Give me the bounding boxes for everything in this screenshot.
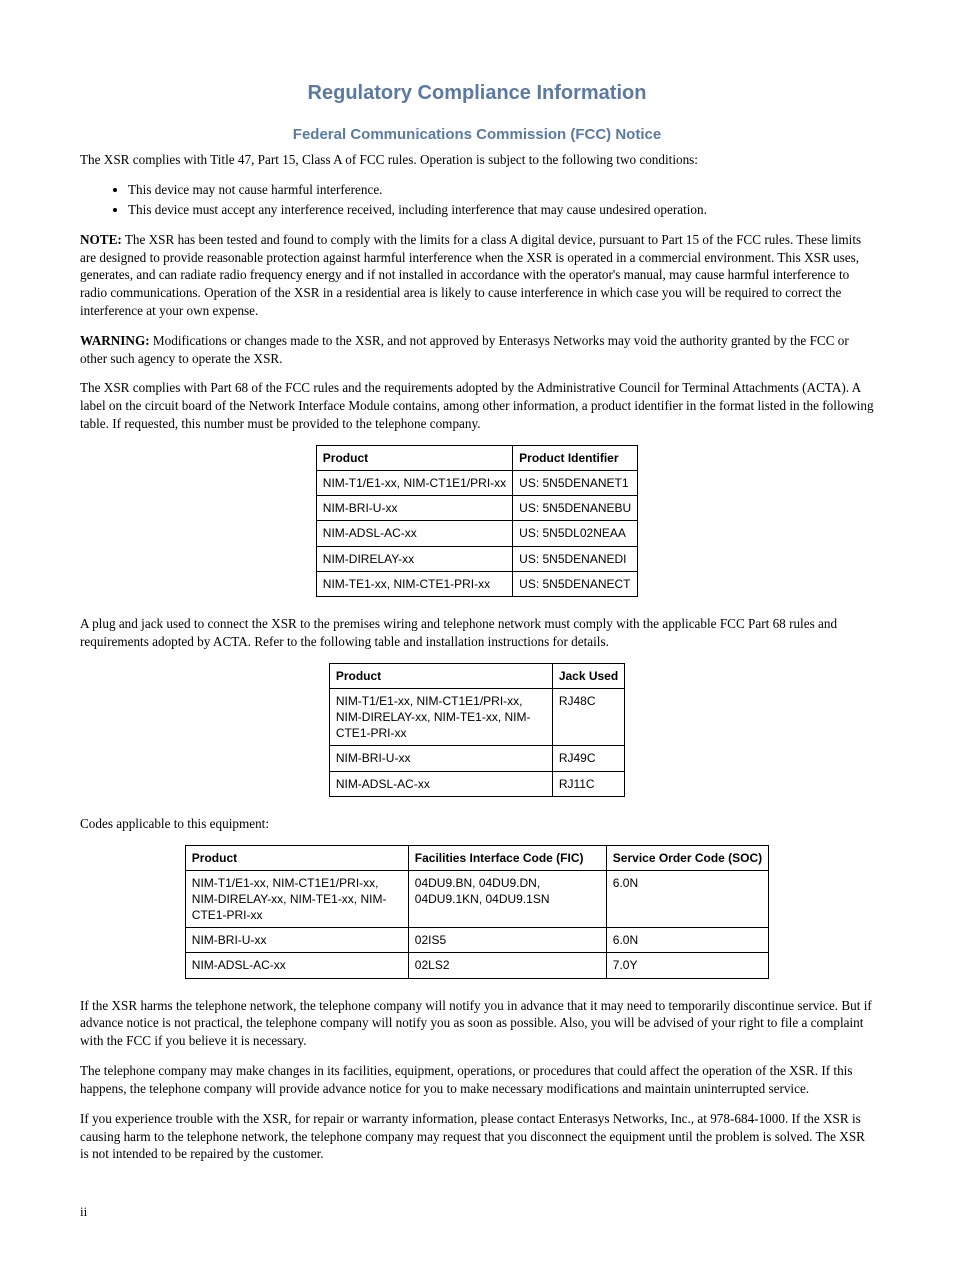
table-row: NIM-DIRELAY-xxUS: 5N5DENANEDI (316, 546, 637, 571)
list-item: This device may not cause harmful interf… (128, 181, 874, 199)
table-header: Service Order Code (SOC) (606, 845, 768, 870)
table-header-row: Product Product Identifier (316, 445, 637, 470)
table-header-row: Product Jack Used (329, 663, 624, 688)
table-header: Product (185, 845, 408, 870)
warning-body: Modifications or changes made to the XSR… (80, 333, 849, 366)
table-row: NIM-ADSL-AC-xx02LS27.0Y (185, 953, 768, 978)
table-row: NIM-BRI-U-xx02IS56.0N (185, 928, 768, 953)
list-item: This device must accept any interference… (128, 201, 874, 219)
note-body: The XSR has been tested and found to com… (80, 232, 861, 318)
plug-paragraph: A plug and jack used to connect the XSR … (80, 615, 874, 651)
note-paragraph: NOTE: The XSR has been tested and found … (80, 231, 874, 320)
table-row: NIM-T1/E1-xx, NIM-CT1E1/PRI-xxUS: 5N5DEN… (316, 471, 637, 496)
harm-paragraph: If the XSR harms the telephone network, … (80, 997, 874, 1050)
table-row: NIM-T1/E1-xx, NIM-CT1E1/PRI-xx, NIM-DIRE… (185, 870, 768, 928)
table-header: Product Identifier (513, 445, 638, 470)
product-identifier-table: Product Product Identifier NIM-T1/E1-xx,… (316, 445, 638, 597)
table-row: NIM-TE1-xx, NIM-CTE1-PRI-xxUS: 5N5DENANE… (316, 571, 637, 596)
table-row: NIM-T1/E1-xx, NIM-CT1E1/PRI-xx, NIM-DIRE… (329, 688, 624, 746)
table-header-row: Product Facilities Interface Code (FIC) … (185, 845, 768, 870)
section-subtitle: Federal Communications Commission (FCC) … (80, 125, 874, 145)
trouble-paragraph: If you experience trouble with the XSR, … (80, 1110, 874, 1163)
codes-table: Product Facilities Interface Code (FIC) … (185, 845, 769, 979)
table-row: NIM-BRI-U-xxUS: 5N5DENANEBU (316, 496, 637, 521)
acta-paragraph: The XSR complies with Part 68 of the FCC… (80, 379, 874, 432)
table-header: Facilities Interface Code (FIC) (408, 845, 606, 870)
changes-paragraph: The telephone company may make changes i… (80, 1062, 874, 1098)
page-title: Regulatory Compliance Information (80, 80, 874, 107)
note-label: NOTE: (80, 232, 122, 247)
jack-used-table: Product Jack Used NIM-T1/E1-xx, NIM-CT1E… (329, 663, 625, 797)
table-header: Jack Used (552, 663, 624, 688)
table-header: Product (316, 445, 512, 470)
warning-label: WARNING: (80, 333, 150, 348)
conditions-list: This device may not cause harmful interf… (80, 181, 874, 219)
table-row: NIM-ADSL-AC-xxUS: 5N5DL02NEAA (316, 521, 637, 546)
codes-intro: Codes applicable to this equipment: (80, 815, 874, 833)
table-header: Product (329, 663, 552, 688)
table-row: NIM-ADSL-AC-xxRJ11C (329, 771, 624, 796)
page-number: ii (80, 1203, 874, 1221)
warning-paragraph: WARNING: Modifications or changes made t… (80, 332, 874, 368)
table-row: NIM-BRI-U-xxRJ49C (329, 746, 624, 771)
intro-paragraph: The XSR complies with Title 47, Part 15,… (80, 151, 874, 169)
